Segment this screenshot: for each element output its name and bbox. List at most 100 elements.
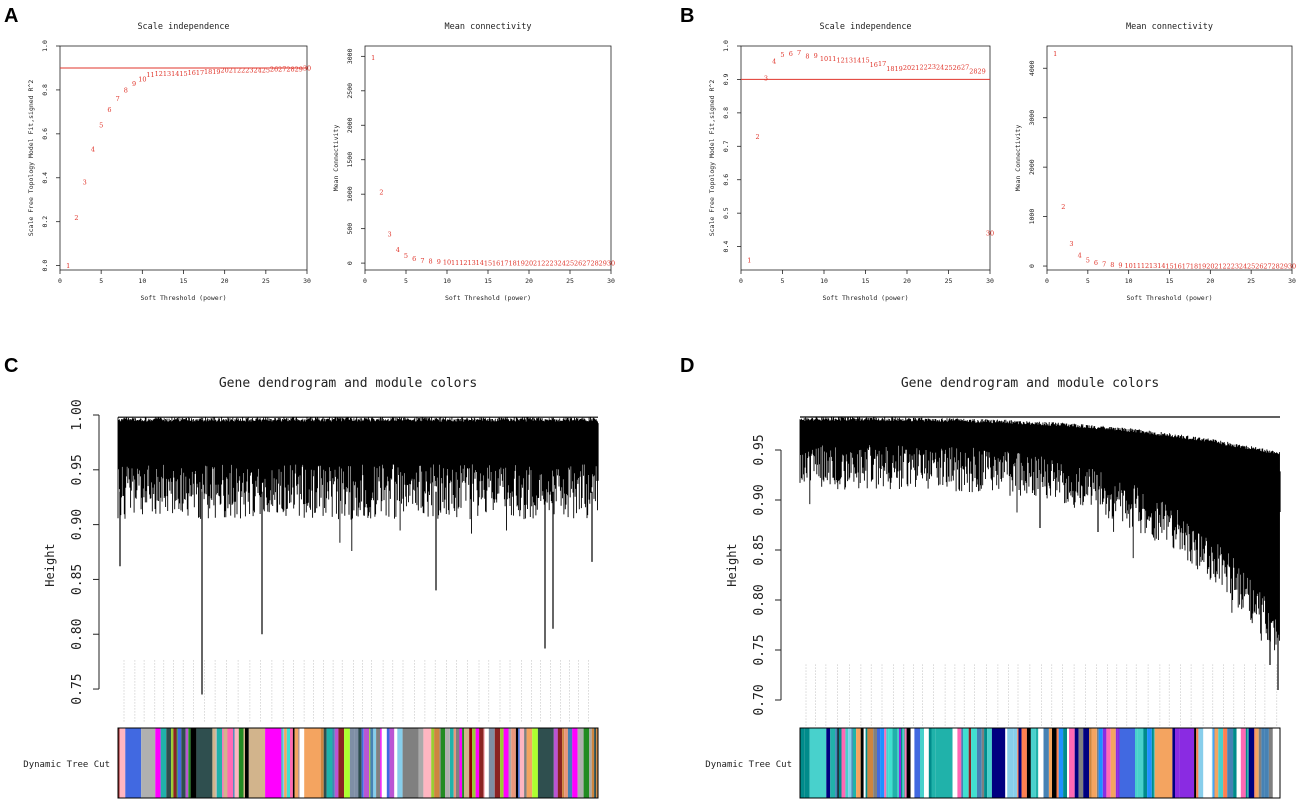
module-color-block <box>464 728 470 798</box>
panel-label-a: A <box>4 5 18 27</box>
plot-title: Mean connectivity <box>1126 22 1213 32</box>
module-color-block <box>402 728 419 798</box>
data-point-label: 2 <box>74 214 78 222</box>
data-point-label: 11 <box>451 259 459 267</box>
module-color-block <box>910 728 915 798</box>
module-color-block <box>1017 728 1019 798</box>
module-color-block <box>227 728 234 798</box>
module-color-block <box>1078 728 1084 798</box>
module-color-block <box>119 728 126 798</box>
module-color-block <box>245 728 249 798</box>
data-point-label: 19 <box>1198 262 1206 270</box>
module-color-block <box>423 728 428 798</box>
module-color-block <box>248 728 266 798</box>
module-color-block <box>852 728 857 798</box>
panel-label-c: C <box>4 355 18 377</box>
x-tick-label: 10 <box>443 277 451 285</box>
module-color-block <box>928 728 932 798</box>
module-color-block <box>1018 728 1022 798</box>
data-point-label: 16 <box>188 69 196 77</box>
data-point-label: 3 <box>1069 240 1073 248</box>
module-color-block <box>1143 728 1148 798</box>
data-point-label: 7 <box>1102 260 1106 268</box>
x-axis-label: Soft Threshold (power) <box>822 294 908 302</box>
x-tick-label: 25 <box>262 277 270 285</box>
data-point-label: 10 <box>138 75 146 83</box>
dendrogram-title: Gene dendrogram and module colors <box>901 376 1159 391</box>
module-color-block <box>243 728 246 798</box>
data-point-label: 5 <box>99 122 103 130</box>
module-color-block <box>1211 728 1214 798</box>
y-tick-label: 0.6 <box>722 174 730 186</box>
module-color-block <box>518 728 520 798</box>
color-row-label: Dynamic Tree Cut <box>705 760 792 770</box>
y-axis-label: Mean Connectivity <box>1014 125 1022 192</box>
module-color-block <box>171 728 174 798</box>
y-tick-label: 0.8 <box>722 107 730 119</box>
x-axis-label: Soft Threshold (power) <box>1126 294 1212 302</box>
chart-b-scale-independence: Scale independence Soft Threshold (power)… <box>708 22 994 302</box>
module-color-block <box>596 728 598 798</box>
module-color-block <box>1106 728 1111 798</box>
x-tick-label: 30 <box>1288 277 1296 285</box>
module-color-block <box>888 728 893 798</box>
data-point-label: 10 <box>443 259 451 267</box>
module-color-block <box>141 728 156 798</box>
module-color-block <box>431 728 435 798</box>
x-tick-label: 15 <box>484 277 492 285</box>
dendrogram-guide-lines <box>805 664 1278 727</box>
module-color-block <box>233 728 235 798</box>
data-point-label: 4 <box>772 58 776 66</box>
module-color-block <box>508 728 512 798</box>
x-tick-label: 5 <box>99 277 103 285</box>
module-color-block <box>1117 728 1120 798</box>
y-tick-label: 4000 <box>1028 60 1036 76</box>
module-color-block <box>389 728 395 798</box>
data-point-label: 13 <box>845 57 853 65</box>
module-color-block <box>848 728 852 798</box>
module-color-block <box>349 728 355 798</box>
data-point-label: 22 <box>919 64 927 72</box>
data-point-label: 28 <box>969 68 977 76</box>
module-color-block <box>294 728 299 798</box>
x-tick-label: 20 <box>525 277 533 285</box>
module-color-block <box>332 728 335 798</box>
module-color-block <box>591 728 594 798</box>
data-point-label: 11 <box>1133 262 1141 270</box>
module-color-block <box>1258 728 1262 798</box>
module-color-block <box>830 728 835 798</box>
module-color-block <box>1115 728 1118 798</box>
module-color-block <box>952 728 958 798</box>
module-color-block <box>439 728 441 798</box>
module-color-block <box>1218 728 1224 798</box>
module-color-block <box>897 728 899 798</box>
module-color-block <box>290 728 293 798</box>
data-point-label: 8 <box>124 86 128 94</box>
module-color-block <box>532 728 538 798</box>
module-color-block <box>557 728 563 798</box>
module-color-block <box>298 728 300 798</box>
y-tick-label: 1.00 <box>70 399 85 430</box>
module-color-block <box>344 728 350 798</box>
module-color-block <box>1236 728 1241 798</box>
y-tick-label: 0 <box>1028 264 1036 268</box>
module-color-block <box>594 728 597 798</box>
module-color-block <box>1137 728 1144 798</box>
module-color-block <box>524 728 527 798</box>
module-color-block <box>856 728 861 798</box>
module-color-block <box>1083 728 1090 798</box>
module-color-block <box>1052 728 1057 798</box>
module-color-block <box>880 728 885 798</box>
module-color-block <box>453 728 456 798</box>
module-color-block <box>1110 728 1116 798</box>
module-color-block <box>804 728 810 798</box>
module-color-block <box>386 728 390 798</box>
module-color-block <box>338 728 345 798</box>
data-point-label: 13 <box>1149 262 1157 270</box>
module-color-block <box>196 728 213 798</box>
module-color-block <box>924 728 929 798</box>
module-color-block <box>1098 728 1103 798</box>
module-color-block <box>185 728 189 798</box>
y-tick-label: 0.80 <box>70 619 85 650</box>
module-color-block <box>1203 728 1208 798</box>
